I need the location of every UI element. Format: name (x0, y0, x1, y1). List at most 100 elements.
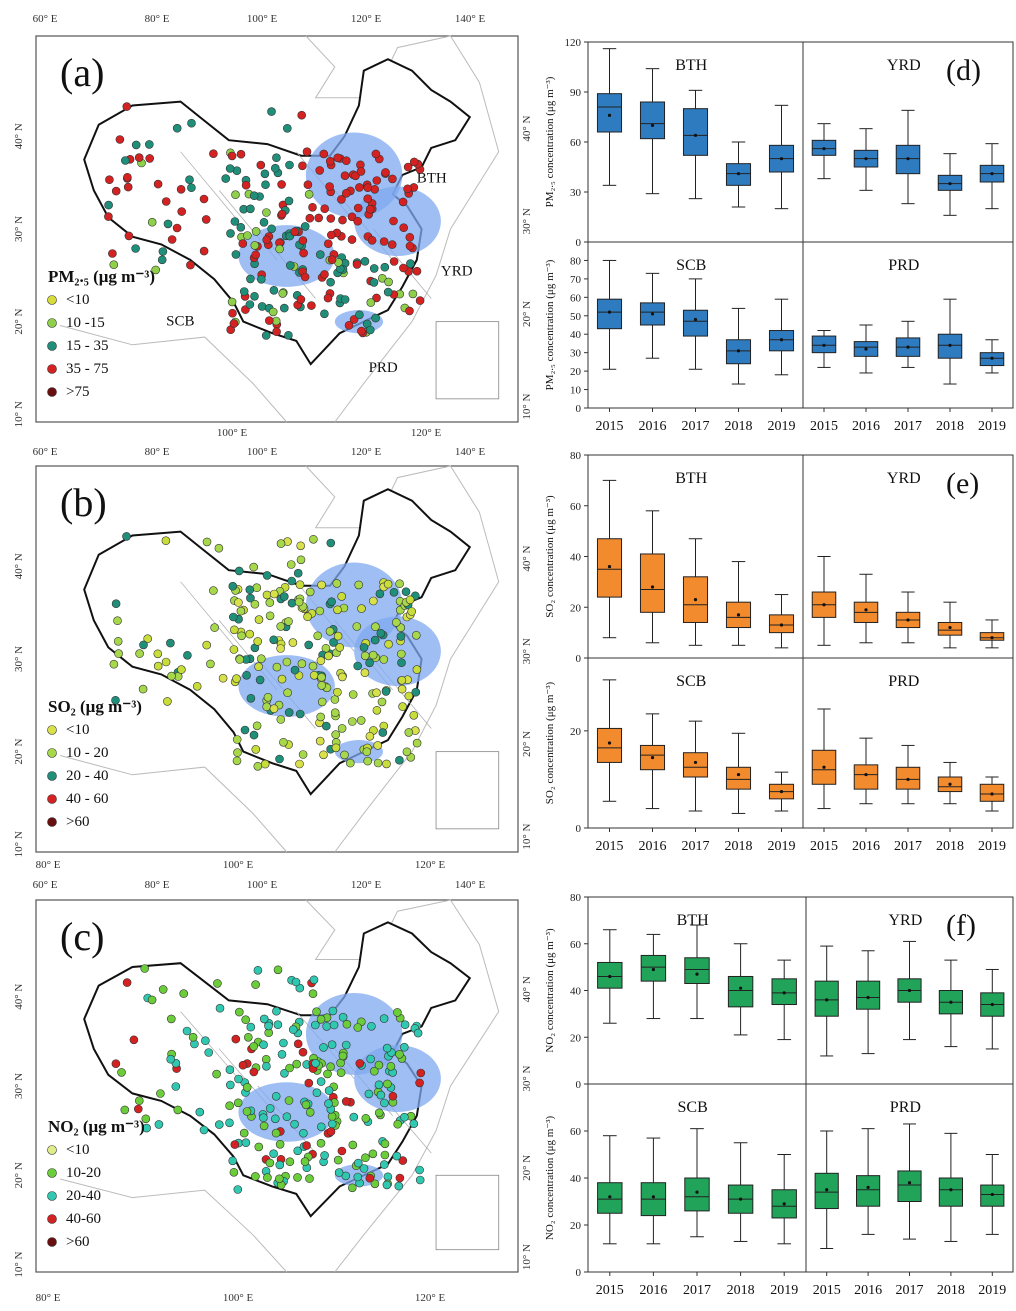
legend-label: >60 (66, 1234, 89, 1250)
monitoring-site (177, 665, 186, 674)
legend-swatch (47, 1237, 57, 1247)
monitoring-site (129, 1035, 139, 1045)
monitoring-site (325, 626, 335, 636)
monitoring-site (104, 200, 113, 210)
panel-letter: (e) (946, 467, 979, 500)
monitoring-site (134, 1104, 143, 1114)
mean-dot (607, 113, 612, 117)
monitoring-site (249, 730, 259, 740)
monitoring-site (122, 978, 132, 987)
monitoring-site (371, 313, 380, 323)
box-2015 (811, 330, 837, 368)
x-tick-label: 2019 (768, 839, 796, 854)
monitoring-site (399, 263, 408, 273)
monitoring-site (285, 160, 294, 170)
monitoring-site (415, 296, 425, 305)
monitoring-site (356, 167, 366, 176)
top-lon-tick: 120° E (351, 879, 382, 891)
monitoring-site (333, 1155, 343, 1165)
monitoring-site (153, 649, 163, 659)
monitoring-site (382, 759, 391, 769)
monitoring-site (326, 277, 335, 287)
left-lat-tick: 10° N (13, 831, 25, 857)
monitoring-site (411, 630, 421, 640)
monitoring-site (121, 156, 130, 165)
mean-dot (866, 1185, 870, 1189)
box-2017 (684, 1128, 710, 1238)
y-tick-label: 0 (576, 237, 582, 249)
monitoring-site (236, 149, 246, 159)
right-lat-tick: 10° N (521, 1244, 533, 1270)
monitoring-site (228, 581, 238, 591)
monitoring-site (411, 687, 421, 697)
mean-dot (822, 603, 826, 607)
monitoring-site (243, 231, 252, 240)
monitoring-site (257, 302, 267, 311)
box-2016 (856, 950, 881, 1055)
monitoring-site (353, 1023, 363, 1032)
monitoring-site (158, 247, 168, 256)
panel-bth: 0 20 40 60 80 NO₂ concentration (μg m⁻³) BTH (544, 892, 797, 1091)
monitoring-site (108, 249, 117, 258)
monitoring-site (214, 543, 224, 553)
box-2015 (596, 679, 623, 802)
legend-label: 10-20 (66, 1165, 101, 1181)
iqr-box (725, 766, 752, 790)
monitoring-site (333, 687, 342, 697)
monitoring-site (412, 266, 422, 276)
monitoring-site (138, 684, 148, 694)
monitoring-site (359, 643, 369, 652)
monitoring-site (255, 675, 265, 685)
monitoring-site (264, 1021, 273, 1031)
monitoring-site (360, 668, 370, 678)
monitoring-site (250, 291, 259, 301)
mean-dot (608, 1195, 612, 1199)
monitoring-site (153, 661, 163, 671)
mean-dot (990, 172, 994, 176)
plot-frame (587, 41, 1014, 409)
mean-dot (736, 349, 741, 353)
mean-dot (608, 974, 612, 979)
monitoring-site (326, 230, 336, 240)
bottom-lon-tick: 80° E (36, 859, 61, 871)
monitoring-site (380, 1139, 390, 1149)
monitoring-site (395, 1050, 404, 1059)
monitoring-site (154, 1120, 164, 1129)
monitoring-site (225, 1118, 234, 1128)
region-label: PRD (890, 1099, 921, 1116)
monitoring-site (352, 622, 362, 631)
monitoring-site (309, 534, 318, 544)
monitoring-site (270, 1114, 280, 1124)
monitoring-site (397, 684, 407, 694)
monitoring-site (298, 236, 308, 245)
monitoring-site (329, 638, 338, 647)
monitoring-site (291, 977, 301, 987)
monitoring-site (297, 659, 307, 669)
monitoring-site (353, 216, 363, 226)
monitoring-site (276, 539, 286, 548)
mean-dot (736, 613, 741, 617)
monitoring-site (327, 1040, 337, 1049)
monitoring-site (402, 747, 412, 757)
monitoring-site (407, 607, 417, 616)
monitoring-site (338, 215, 347, 225)
region-label: BTH (675, 57, 707, 74)
monitoring-site (288, 1025, 298, 1034)
monitoring-site (326, 214, 336, 223)
box-2019 (768, 104, 795, 210)
monitoring-site (337, 724, 347, 733)
monitoring-site (332, 579, 342, 588)
y-axis-label: SO₂ concentration (μg m⁻³) (544, 495, 556, 618)
legend-label: <10 (66, 292, 89, 308)
monitoring-site (278, 289, 288, 298)
iqr-box (682, 309, 709, 337)
monitoring-site (299, 248, 308, 258)
monitoring-site (167, 235, 177, 244)
monitoring-site (131, 244, 140, 253)
monitoring-site (340, 295, 350, 304)
monitoring-site (379, 655, 389, 664)
neighbour-coastline (305, 35, 500, 423)
y-tick-label: 60 (570, 939, 582, 951)
monitoring-site (176, 185, 186, 194)
monitoring-site (315, 250, 325, 259)
